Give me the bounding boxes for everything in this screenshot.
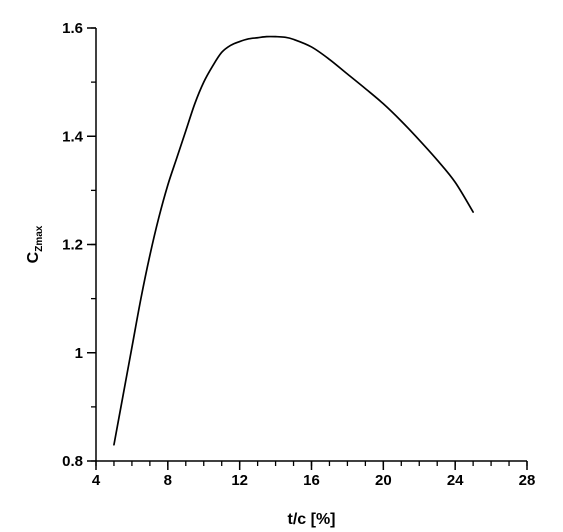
y-tick-label: 1.6	[62, 20, 83, 37]
x-tick-label: 20	[375, 472, 392, 489]
x-tick-label: 12	[231, 472, 248, 489]
series-line	[113, 35, 474, 446]
y-tick-label: 0.8	[62, 453, 83, 470]
x-tick-label: 28	[519, 472, 536, 489]
y-tick-label: 1.4	[62, 128, 84, 145]
y-tick-label: 1	[75, 345, 83, 362]
y-tick-label: 1.2	[62, 237, 83, 254]
y-axis-title: CZmax	[25, 225, 45, 263]
x-tick-label: 8	[164, 472, 172, 489]
x-tick-label: 16	[303, 472, 320, 489]
tick-labels: 4 8 12 16 20 24 28 0.8 1 1.2 1.4 1.6	[62, 20, 535, 489]
axis-ticks	[87, 27, 528, 470]
y-axis-title-main: C	[25, 251, 42, 263]
x-tick-label: 4	[92, 472, 101, 489]
x-axis-title: t/c [%]	[288, 511, 336, 528]
y-axis-title-subscript: Zmax	[34, 225, 45, 252]
x-tick-label: 24	[447, 472, 464, 489]
